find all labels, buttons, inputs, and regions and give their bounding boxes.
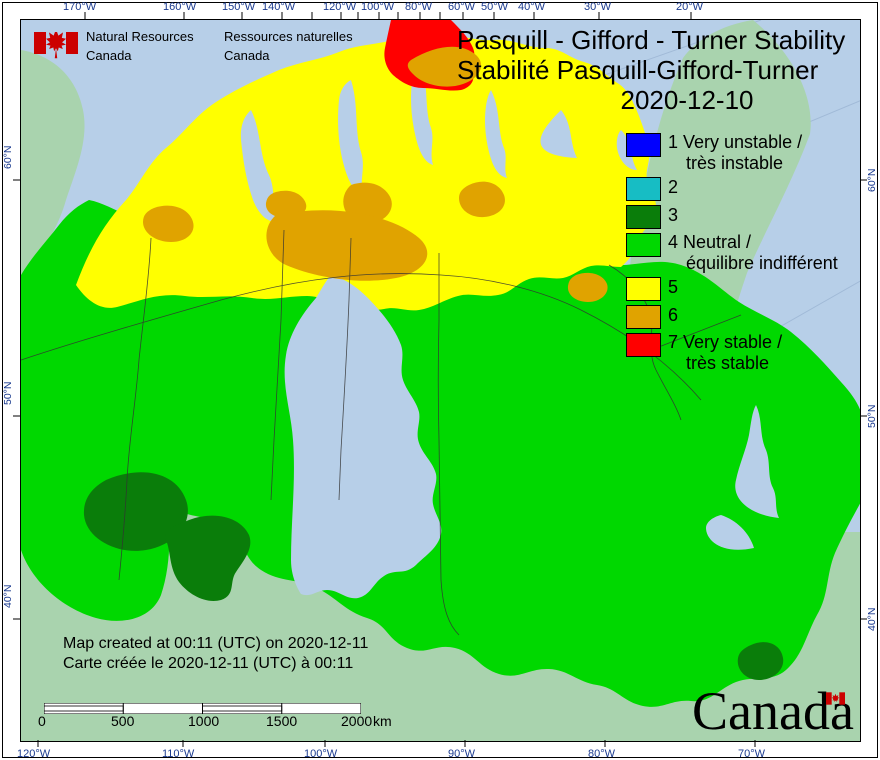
- svg-text:Canada: Canada: [224, 48, 270, 63]
- svg-text:Canada: Canada: [86, 48, 132, 63]
- svg-text:Natural Resources: Natural Resources: [86, 32, 194, 44]
- svg-text:Ressources naturelles: Ressources naturelles: [224, 32, 353, 44]
